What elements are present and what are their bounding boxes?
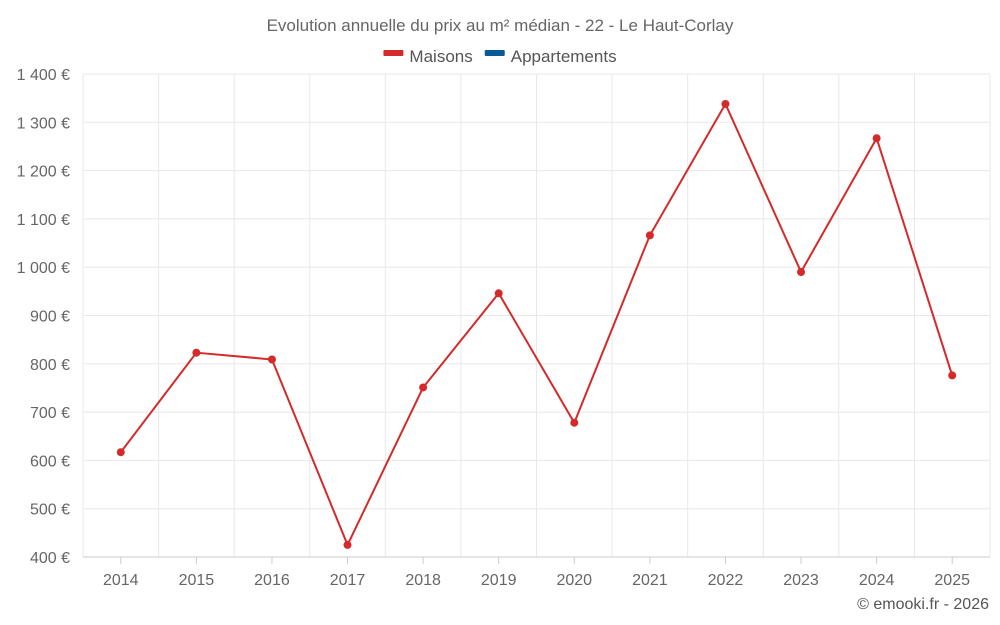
data-point[interactable] bbox=[494, 289, 503, 298]
y-tick-label: 1 400 € bbox=[17, 67, 70, 84]
data-point[interactable] bbox=[570, 418, 579, 427]
data-point[interactable] bbox=[192, 348, 201, 357]
data-point[interactable] bbox=[645, 231, 654, 240]
data-point[interactable] bbox=[797, 268, 806, 277]
y-tick-label: 1 100 € bbox=[17, 212, 70, 229]
axes: 400 € 500 € 600 € 700 € 800 € 900 € 1 000 € 1 1… bbox=[17, 67, 990, 589]
x-tick-label: 2019 bbox=[481, 572, 517, 589]
legend-item-appartements[interactable]: Appartements bbox=[484, 47, 617, 66]
y-tick-label: 400 € bbox=[30, 550, 70, 567]
x-tick-label: 2014 bbox=[103, 572, 139, 589]
y-tick-label: 600 € bbox=[30, 453, 70, 470]
data-point[interactable] bbox=[419, 383, 428, 392]
x-tick-label: 2024 bbox=[859, 572, 895, 589]
series-layer bbox=[116, 99, 957, 549]
legend-label: Appartements bbox=[511, 47, 617, 66]
data-point[interactable] bbox=[948, 371, 957, 380]
data-point[interactable] bbox=[721, 99, 730, 108]
y-tick-label: 1 200 € bbox=[17, 164, 70, 181]
x-tick-label: 2015 bbox=[179, 572, 215, 589]
legend-swatch bbox=[383, 50, 404, 56]
y-tick-label: 1 000 € bbox=[17, 260, 70, 277]
legend-label: Maisons bbox=[409, 47, 472, 66]
data-point[interactable] bbox=[343, 540, 352, 549]
legend-item-maisons[interactable]: Maisons bbox=[383, 47, 473, 66]
y-tick-label: 700 € bbox=[30, 405, 70, 422]
x-tick-label: 2018 bbox=[405, 572, 441, 589]
x-tick-label: 2023 bbox=[783, 572, 819, 589]
legend: Maisons Appartements bbox=[383, 47, 617, 66]
x-tick-label: 2021 bbox=[632, 572, 668, 589]
legend-swatch bbox=[484, 50, 505, 56]
data-point[interactable] bbox=[872, 134, 881, 143]
series-line-maisons bbox=[119, 102, 954, 546]
x-tick-label: 2022 bbox=[708, 572, 744, 589]
data-point[interactable] bbox=[116, 448, 125, 457]
y-tick-label: 900 € bbox=[30, 309, 70, 326]
y-tick-label: 1 300 € bbox=[17, 115, 70, 132]
x-tick-label: 2016 bbox=[254, 572, 290, 589]
data-point[interactable] bbox=[267, 355, 276, 364]
x-tick-label: 2025 bbox=[934, 572, 970, 589]
y-tick-label: 500 € bbox=[30, 502, 70, 519]
credit-text: © emooki.fr - 2026 bbox=[857, 596, 989, 613]
x-tick-label: 2017 bbox=[330, 572, 366, 589]
y-tick-label: 800 € bbox=[30, 357, 70, 374]
chart-title: Evolution annuelle du prix au m² médian … bbox=[267, 16, 734, 35]
grid-lines bbox=[82, 73, 991, 557]
x-tick-label: 2020 bbox=[556, 572, 592, 589]
